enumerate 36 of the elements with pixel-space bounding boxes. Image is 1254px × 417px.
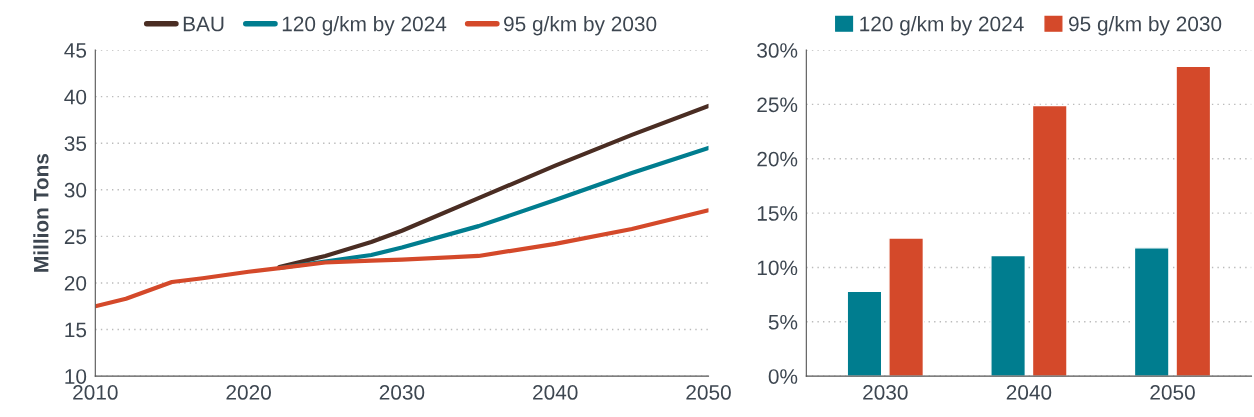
bar: [990, 254, 1027, 377]
x-tick-label: 2040: [533, 385, 578, 400]
y-tick-label: 30%: [757, 43, 798, 58]
bar: [1031, 104, 1068, 377]
y-tick-label: 30: [64, 182, 87, 198]
y-tick-label: 25: [64, 229, 87, 245]
x-tick-label: 2020: [226, 385, 271, 400]
line-series: [95, 208, 709, 309]
x-tick-label: 2050: [1150, 385, 1195, 400]
legend-label: 120 g/km by 2024: [860, 16, 1024, 36]
y-tick-label: 15: [65, 322, 87, 338]
x-tick-label: 2010: [73, 385, 118, 400]
y-tick-label: 5%: [768, 314, 798, 330]
x-tick-label: 2030: [863, 385, 908, 400]
y-tick-label: 15%: [757, 206, 798, 221]
y-tick-label: 20: [64, 275, 87, 291]
y-tick-label: 40: [64, 89, 87, 105]
y-tick-label: 20%: [757, 151, 798, 167]
y-tick-label: 10%: [757, 260, 798, 276]
x-tick-label: 2050: [686, 385, 731, 400]
y-tick-label: 10: [65, 369, 87, 384]
y-tick-label: 0%: [768, 369, 798, 384]
legend-label: 120 g/km by 2024: [282, 16, 447, 36]
bar: [846, 290, 883, 377]
bar: [1175, 65, 1212, 377]
y-axis-title: Million Tons: [33, 153, 49, 272]
y-tick-label: 25%: [757, 97, 798, 113]
y-tick-label: 45: [64, 43, 87, 58]
bar: [888, 237, 925, 377]
legend-label: 95 g/km by 2030: [504, 16, 657, 36]
bar: [1133, 247, 1170, 377]
legend-label: 95 g/km by 2030: [1069, 16, 1222, 36]
y-tick-label: 35: [64, 136, 87, 151]
x-tick-label: 2040: [1006, 385, 1052, 400]
legend-label: BAU: [183, 16, 224, 32]
x-tick-label: 2030: [379, 385, 425, 400]
